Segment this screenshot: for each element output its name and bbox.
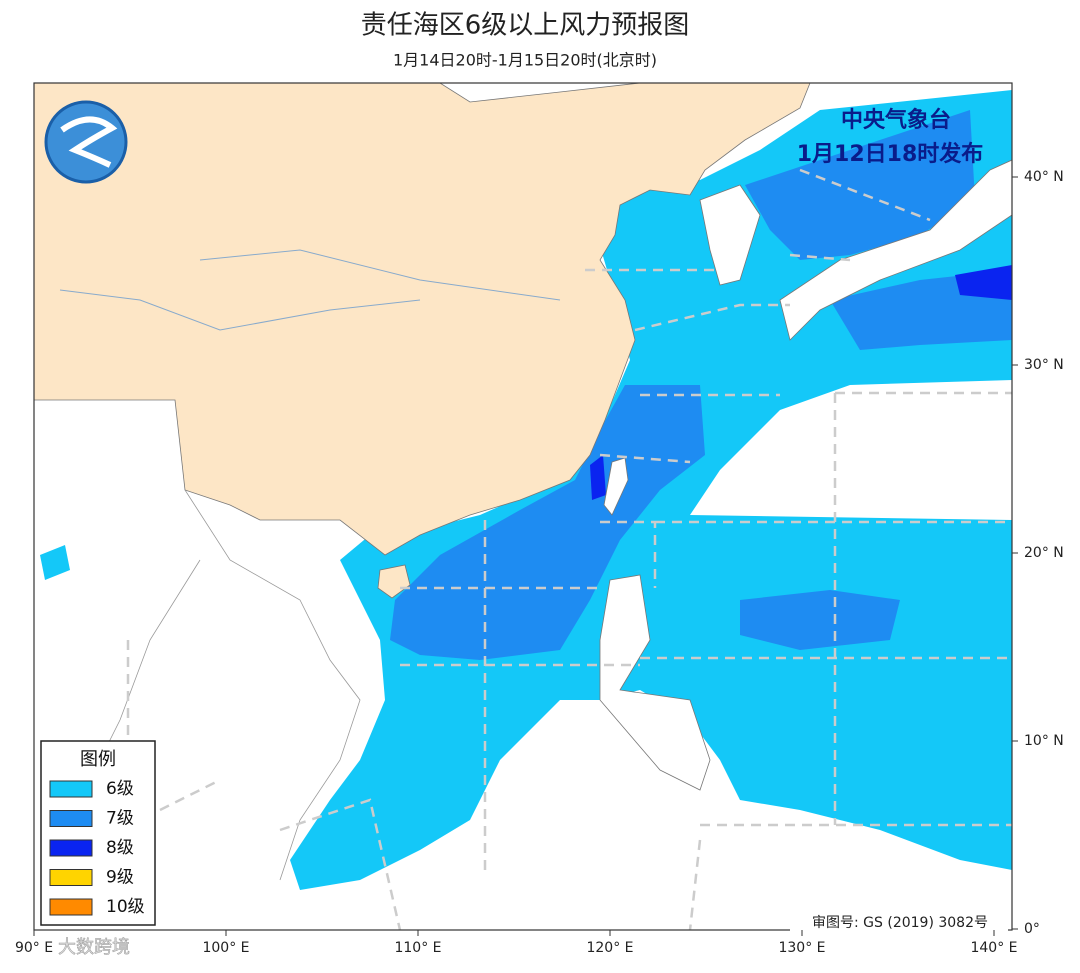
wind-6 — [40, 545, 70, 580]
lat-label: 0° — [1024, 921, 1040, 937]
philippines — [599, 574, 711, 791]
map-area — [33, 82, 1013, 931]
logo-mark — [60, 116, 118, 168]
korea — [699, 184, 761, 286]
lat-label: 20° N — [1024, 545, 1064, 561]
lon-label: 90° E — [15, 940, 53, 956]
subtitle: 1月14日20时-1月15日20时(北京时) — [393, 51, 657, 70]
issuer-name: 中央气象台 — [841, 107, 951, 133]
lat-label: 10° N — [1024, 733, 1064, 749]
lon-label: 120° E — [586, 940, 633, 956]
wind-8 — [955, 265, 1012, 300]
legend-label: 7级 — [106, 809, 134, 829]
lon-label: 130° E — [778, 940, 825, 956]
china-land — [34, 83, 811, 556]
wind-7 — [390, 385, 705, 660]
map-frame — [33, 82, 1013, 931]
legend-swatch — [49, 810, 93, 827]
legend-swatch — [49, 869, 93, 886]
taiwan — [603, 457, 629, 516]
rivers — [59, 249, 561, 331]
lon-label: 110° E — [394, 940, 441, 956]
legend-label: 9级 — [106, 868, 134, 888]
lon-label: 140° E — [970, 940, 1017, 956]
wind-8 — [590, 455, 606, 500]
logo — [44, 100, 128, 184]
legend-label: 10级 — [106, 897, 145, 917]
legend-label: 8级 — [106, 838, 134, 858]
hainan — [377, 564, 411, 599]
lon-label: 100° E — [202, 940, 249, 956]
title: 责任海区6级以上风力预报图 — [361, 11, 690, 41]
wind-7 — [740, 590, 900, 650]
wind-7 — [745, 110, 975, 260]
map-number-bg — [790, 912, 1008, 934]
legend-box — [40, 740, 156, 926]
legend-swatch — [49, 780, 93, 798]
legend: 图例 6级 7级 8级 9级 10级 — [40, 740, 156, 926]
sea-area-lines — [126, 168, 1012, 930]
lat-label: 30° N — [1024, 357, 1064, 373]
legend-title: 图例 — [80, 749, 116, 770]
legend-swatch — [49, 839, 93, 857]
lat-label: 40° N — [1024, 169, 1064, 185]
legend-label: 6级 — [106, 779, 134, 799]
legend-swatch — [49, 898, 93, 916]
map-number: 审图号: GS (2019) 3082号 — [812, 915, 988, 931]
watermark: 大数跨境 — [58, 937, 130, 958]
issuer-time: 1月12日18时发布 — [797, 141, 984, 167]
japan — [779, 159, 1012, 341]
